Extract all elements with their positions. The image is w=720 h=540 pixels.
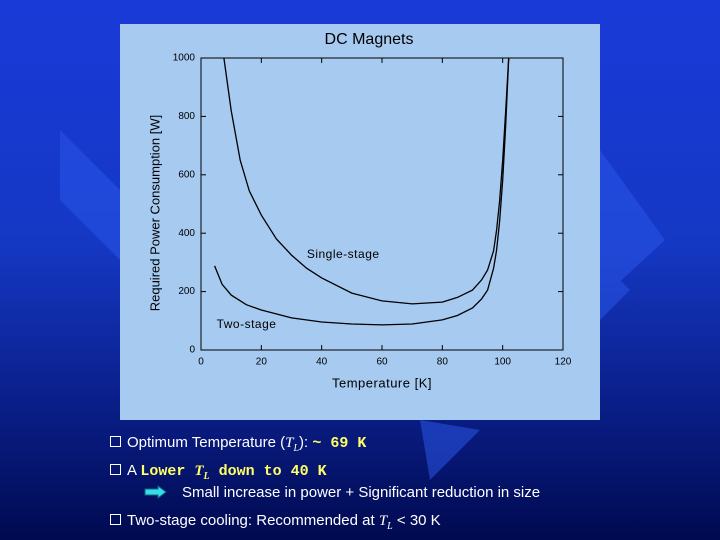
text: ):: [299, 434, 313, 451]
bullet: Optimum Temperature (TL): ~ 69 K: [110, 434, 366, 454]
text: ~ 69 K: [312, 435, 367, 452]
y-tick-label: 200: [178, 286, 195, 297]
text: T: [285, 435, 294, 451]
chart-title: DC Magnets: [325, 31, 414, 48]
x-tick-label: 40: [316, 357, 328, 368]
text: down to 40 K: [209, 463, 327, 480]
text: T: [194, 463, 204, 479]
line: [223, 57, 510, 305]
text: < 30 K: [392, 512, 441, 529]
x-tick-label: 100: [494, 357, 511, 368]
text: T: [378, 513, 388, 529]
x-axis-label: Temperature [K]: [332, 375, 432, 390]
y-tick-label: 800: [178, 111, 195, 122]
text: Lower: [140, 463, 195, 480]
text: L: [293, 443, 300, 454]
series-label: Two-stage: [217, 317, 277, 331]
bullet-box: [110, 464, 121, 475]
line: [213, 57, 510, 326]
bullet-box: [110, 436, 121, 447]
y-tick-label: 0: [189, 345, 195, 356]
text: Two-stage cooling: Recommended at: [127, 512, 379, 529]
x-tick-label: 120: [555, 357, 572, 368]
y-axis-label: Required Power Consumption [W]: [147, 115, 162, 312]
chart-panel: [120, 24, 600, 420]
bullet-box: [110, 514, 121, 525]
text: L: [387, 521, 393, 532]
text: A: [127, 462, 141, 479]
x-tick-label: 60: [376, 357, 388, 368]
arrow-icon: [144, 485, 167, 499]
y-tick-label: 1000: [173, 53, 196, 64]
bullet: Two-stage cooling: Recommended at TL < 3…: [110, 512, 441, 532]
x-tick-label: 80: [437, 357, 449, 368]
bullet: A Lower TL down to 40 K: [110, 462, 327, 482]
y-tick-label: 400: [178, 228, 195, 239]
sub-bullet: Small increase in power + Significant re…: [182, 484, 540, 501]
text: Small increase in power + Significant re…: [182, 484, 541, 501]
x-tick-label: 0: [198, 357, 204, 368]
y-tick-label: 600: [178, 169, 195, 180]
x-tick-label: 20: [256, 357, 268, 368]
text: Optimum Temperature (: [127, 434, 286, 451]
series-label: Single-stage: [307, 247, 380, 261]
text: L: [203, 471, 210, 482]
